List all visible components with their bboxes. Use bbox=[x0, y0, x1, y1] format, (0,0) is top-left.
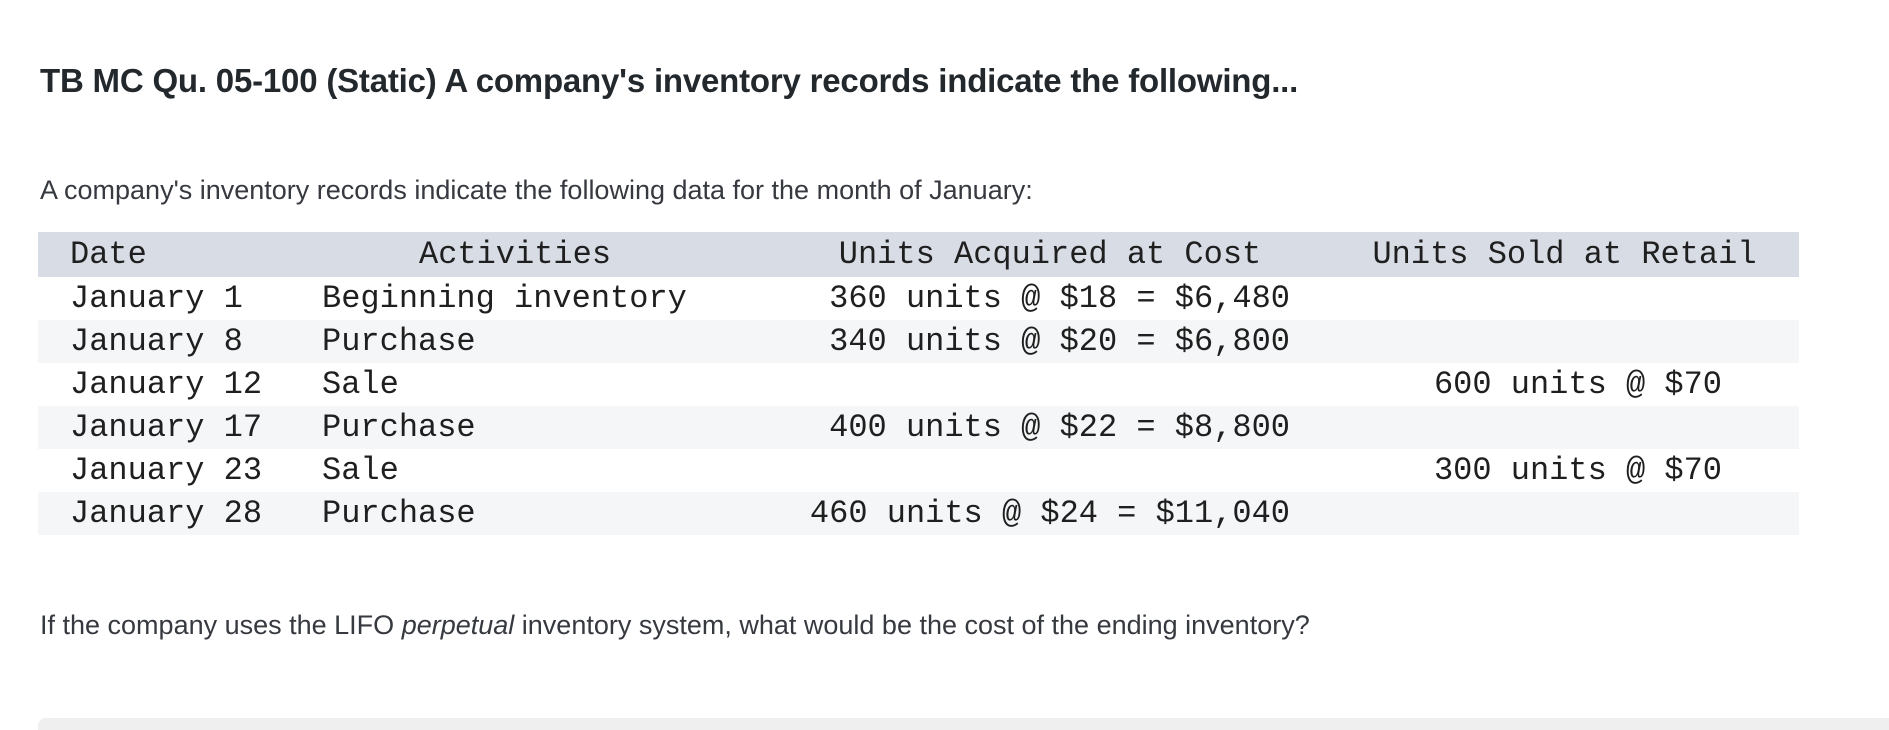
question-prefix: If the company uses the LIFO bbox=[40, 610, 402, 640]
question-title: TB MC Qu. 05-100 (Static) A company's in… bbox=[40, 62, 1299, 100]
intro-text: A company's inventory records indicate t… bbox=[40, 175, 1033, 205]
column-header-units-sold: Units Sold at Retail bbox=[1330, 232, 1799, 277]
cell-units-acquired bbox=[770, 449, 1330, 492]
column-header-date: Date bbox=[38, 232, 260, 277]
cell-date: January 8 bbox=[38, 320, 260, 363]
cell-date: January 1 bbox=[70, 280, 243, 317]
cell-units-sold: 600 units @ $70 bbox=[1433, 366, 1722, 403]
column-header-activities: Activities bbox=[260, 232, 770, 277]
cell-units-acquired: 360 units @ $18 = $6,480 bbox=[829, 280, 1290, 317]
cell-date: January 17 bbox=[38, 406, 260, 449]
cell-activity: Purchase bbox=[260, 320, 770, 363]
column-header-units-acquired: Units Acquired at Cost bbox=[770, 232, 1330, 277]
cell-activity: Sale bbox=[322, 452, 399, 489]
cell-units-sold bbox=[1330, 492, 1799, 535]
cell-activity: Sale bbox=[322, 366, 399, 403]
table-row: January 23 Sale 300 units @ $70 bbox=[38, 449, 1799, 492]
cell-activity: Purchase bbox=[260, 406, 770, 449]
cell-units-sold bbox=[1330, 320, 1799, 363]
cell-units-acquired: 340 units @ $20 = $6,800 bbox=[770, 320, 1330, 363]
inventory-table-header: Date Activities Units Acquired at Cost U… bbox=[38, 232, 1799, 277]
inventory-table-body: January 1 Beginning inventory 360 units … bbox=[38, 277, 1799, 535]
cell-date: January 12 bbox=[70, 366, 260, 403]
next-section-bar bbox=[38, 718, 1889, 730]
cell-units-acquired: 460 units @ $24 = $11,040 bbox=[770, 492, 1330, 535]
cell-units-sold: 300 units @ $70 bbox=[1433, 452, 1722, 489]
table-row: January 12 Sale 600 units @ $70 bbox=[38, 363, 1799, 406]
cell-date: January 23 bbox=[70, 452, 260, 489]
cell-units-sold bbox=[1330, 277, 1799, 320]
cell-units-acquired bbox=[770, 363, 1330, 406]
cell-activity: Purchase bbox=[260, 492, 770, 535]
cell-units-acquired: 400 units @ $22 = $8,800 bbox=[770, 406, 1330, 449]
table-row: January 28 Purchase 460 units @ $24 = $1… bbox=[38, 492, 1799, 535]
inventory-table: Date Activities Units Acquired at Cost U… bbox=[38, 232, 1799, 535]
table-row: January 1 Beginning inventory 360 units … bbox=[38, 277, 1799, 320]
header-row: Date Activities Units Acquired at Cost U… bbox=[38, 232, 1799, 277]
question-suffix: inventory system, what would be the cost… bbox=[514, 610, 1310, 640]
cell-date: January 28 bbox=[38, 492, 260, 535]
table-row: January 17 Purchase 400 units @ $22 = $8… bbox=[38, 406, 1799, 449]
cell-units-sold bbox=[1330, 406, 1799, 449]
table-row: January 8 Purchase 340 units @ $20 = $6,… bbox=[38, 320, 1799, 363]
cell-activity: Beginning inventory bbox=[322, 280, 687, 317]
question-text: If the company uses the LIFO perpetual i… bbox=[40, 610, 1310, 641]
emphasis-perpetual: perpetual bbox=[401, 610, 515, 640]
